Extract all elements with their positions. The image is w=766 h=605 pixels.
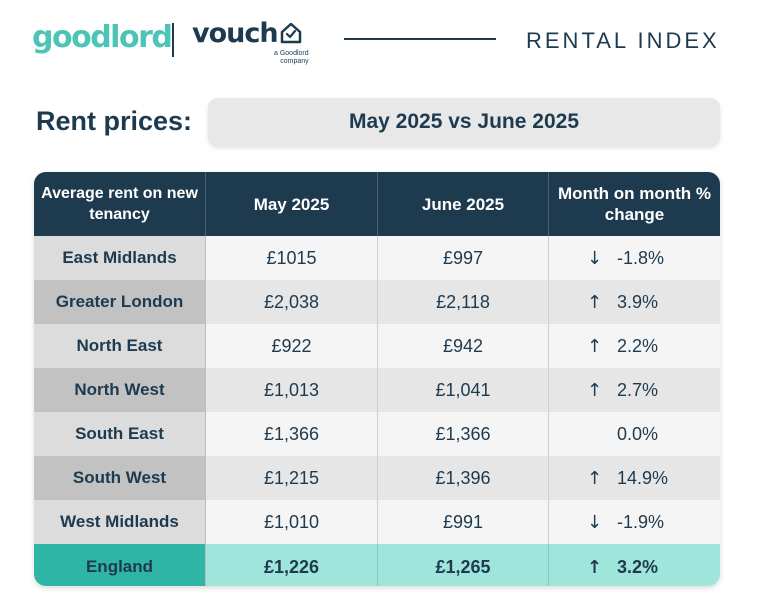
arrow-up-icon: ↑ bbox=[587, 556, 603, 578]
may-cell: £1,013 bbox=[206, 368, 378, 412]
change-cell: ↑ 2.7% bbox=[549, 368, 720, 412]
vouch-logo: vouch a Goodlord company bbox=[192, 18, 309, 65]
june-cell: £1,041 bbox=[378, 368, 549, 412]
header-region: Average rent on new tenancy bbox=[34, 172, 206, 236]
header-may: May 2025 bbox=[206, 172, 378, 236]
may-cell: £2,038 bbox=[206, 280, 378, 324]
june-cell: £942 bbox=[378, 324, 549, 368]
june-cell: £1,396 bbox=[378, 456, 549, 500]
may-cell: £922 bbox=[206, 324, 378, 368]
header: goodlord vouch a Goodlord company RENTAL… bbox=[32, 18, 732, 68]
header-change: Month on month % change bbox=[558, 184, 711, 224]
header-june: June 2025 bbox=[378, 172, 549, 236]
arrow-down-icon: ↓ bbox=[587, 247, 603, 269]
may-cell: £1,010 bbox=[206, 500, 378, 544]
change-cell: 0.0% bbox=[549, 412, 720, 456]
june-cell: £991 bbox=[378, 500, 549, 544]
page-title: Rent prices: bbox=[36, 106, 193, 136]
arrow-up-icon: ↑ bbox=[587, 379, 603, 401]
change-cell: ↓ -1.8% bbox=[549, 236, 720, 280]
region-cell: West Midlands bbox=[34, 500, 206, 544]
change-cell: ↑ 14.9% bbox=[549, 456, 720, 500]
period-pill: May 2025 vs June 2025 bbox=[208, 98, 720, 146]
rental-index-label: RENTAL INDEX bbox=[526, 28, 720, 53]
change-cell: ↑ 3.2% bbox=[549, 544, 720, 586]
june-cell: £2,118 bbox=[378, 280, 549, 324]
rent-table: Average rent on new tenancy May 2025 Jun… bbox=[34, 172, 720, 586]
table-row: East Midlands £1015 £997 ↓ -1.8% bbox=[34, 236, 720, 280]
region-cell: South West bbox=[34, 456, 206, 500]
change-value: 2.7% bbox=[617, 379, 659, 400]
title-row: Rent prices: May 2025 vs June 2025 bbox=[36, 98, 726, 146]
change-cell: ↓ -1.9% bbox=[549, 500, 720, 544]
may-cell: £1,366 bbox=[206, 412, 378, 456]
vouch-wordmark: vouch bbox=[192, 18, 279, 49]
table-row: North East £922 £942 ↑ 2.2% bbox=[34, 324, 720, 368]
june-cell: £1,265 bbox=[378, 544, 549, 586]
arrow-up-icon: ↑ bbox=[587, 467, 603, 489]
change-value: 0.0% bbox=[617, 423, 659, 444]
arrow-down-icon: ↓ bbox=[587, 511, 603, 533]
table-row: North West £1,013 £1,041 ↑ 2.7% bbox=[34, 368, 720, 412]
change-value: 14.9% bbox=[617, 467, 669, 488]
june-cell: £997 bbox=[378, 236, 549, 280]
goodlord-logo: goodlord bbox=[32, 20, 173, 55]
change-value: 2.2% bbox=[617, 335, 659, 356]
change-value: -1.9% bbox=[617, 511, 665, 532]
total-row: England £1,226 £1,265 ↑ 3.2% bbox=[34, 544, 720, 586]
change-cell: ↑ 3.9% bbox=[549, 280, 720, 324]
change-value: 3.9% bbox=[617, 291, 659, 312]
table-row: South East £1,366 £1,366 0.0% bbox=[34, 412, 720, 456]
change-value: -1.8% bbox=[617, 247, 665, 268]
house-icon bbox=[280, 22, 302, 49]
region-cell: England bbox=[34, 544, 206, 586]
change-cell: ↑ 2.2% bbox=[549, 324, 720, 368]
region-cell: South East bbox=[34, 412, 206, 456]
change-value: 3.2% bbox=[617, 556, 659, 577]
vouch-subtitle: a Goodlord company bbox=[274, 50, 309, 65]
arrow-up-icon: ↑ bbox=[587, 335, 603, 357]
region-cell: Greater London bbox=[34, 280, 206, 324]
table-row: South West £1,215 £1,396 ↑ 14.9% bbox=[34, 456, 720, 500]
region-cell: North East bbox=[34, 324, 206, 368]
may-cell: £1,215 bbox=[206, 456, 378, 500]
table-header: Average rent on new tenancy May 2025 Jun… bbox=[34, 172, 720, 236]
header-rule bbox=[344, 38, 496, 40]
region-cell: East Midlands bbox=[34, 236, 206, 280]
june-cell: £1,366 bbox=[378, 412, 549, 456]
may-cell: £1,226 bbox=[206, 544, 378, 586]
table-row: West Midlands £1,010 £991 ↓ -1.9% bbox=[34, 500, 720, 544]
may-cell: £1015 bbox=[206, 236, 378, 280]
table-row: Greater London £2,038 £2,118 ↑ 3.9% bbox=[34, 280, 720, 324]
region-cell: North West bbox=[34, 368, 206, 412]
logo-divider bbox=[172, 23, 174, 57]
arrow-up-icon: ↑ bbox=[587, 291, 603, 313]
